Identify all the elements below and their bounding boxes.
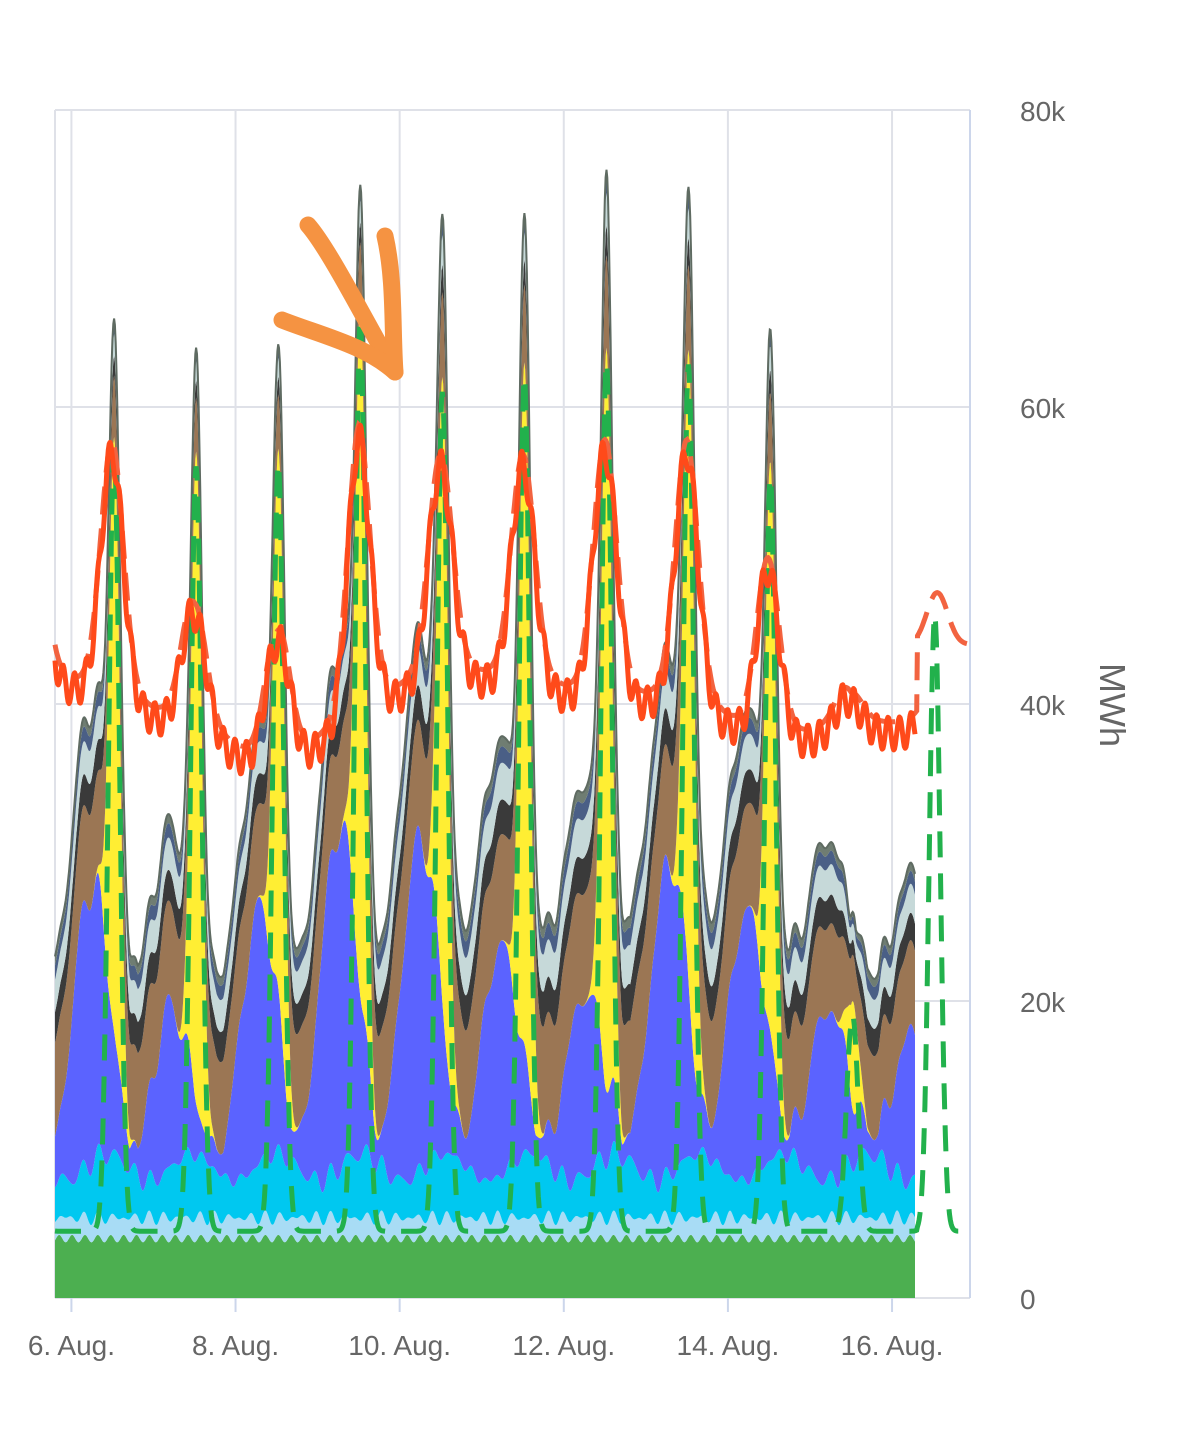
x-tick-label: 8. Aug. <box>192 1330 279 1361</box>
y-axis-label: MWh <box>1092 663 1133 747</box>
x-tick-label: 16. Aug. <box>841 1330 944 1361</box>
y-tick-label: 60k <box>1020 393 1066 424</box>
arrow-head <box>273 227 404 381</box>
lines <box>52 319 969 1234</box>
arrow-annotation <box>273 216 404 381</box>
area-biomass <box>55 1234 915 1298</box>
x-tick-label: 12. Aug. <box>512 1330 615 1361</box>
area-hydro <box>55 1210 915 1243</box>
area-lignite <box>55 242 915 1155</box>
solar-forecast-line <box>54 319 968 1234</box>
area-wind-onshore <box>55 820 915 1193</box>
y-tick-label: 0 <box>1020 1284 1036 1315</box>
x-tick-label: 10. Aug. <box>348 1330 451 1361</box>
axes: 0 20k 40k 60k 80k 6. Aug. 8. Aug. 10. Aug. 12. A… <box>28 96 1133 1361</box>
y-tick-label: 40k <box>1020 690 1066 721</box>
x-tick-label: 6. Aug. <box>28 1330 115 1361</box>
area-hard-coal <box>55 221 915 1063</box>
area-outline <box>54 169 916 980</box>
y-tick-label: 80k <box>1020 96 1066 127</box>
x-tick-label: 14. Aug. <box>677 1330 780 1361</box>
y-tick-label: 20k <box>1020 987 1066 1018</box>
load-line <box>52 422 918 777</box>
